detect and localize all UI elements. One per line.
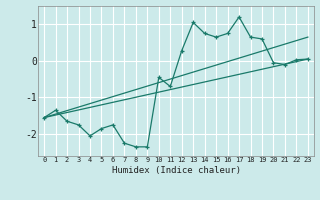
X-axis label: Humidex (Indice chaleur): Humidex (Indice chaleur) xyxy=(111,166,241,175)
